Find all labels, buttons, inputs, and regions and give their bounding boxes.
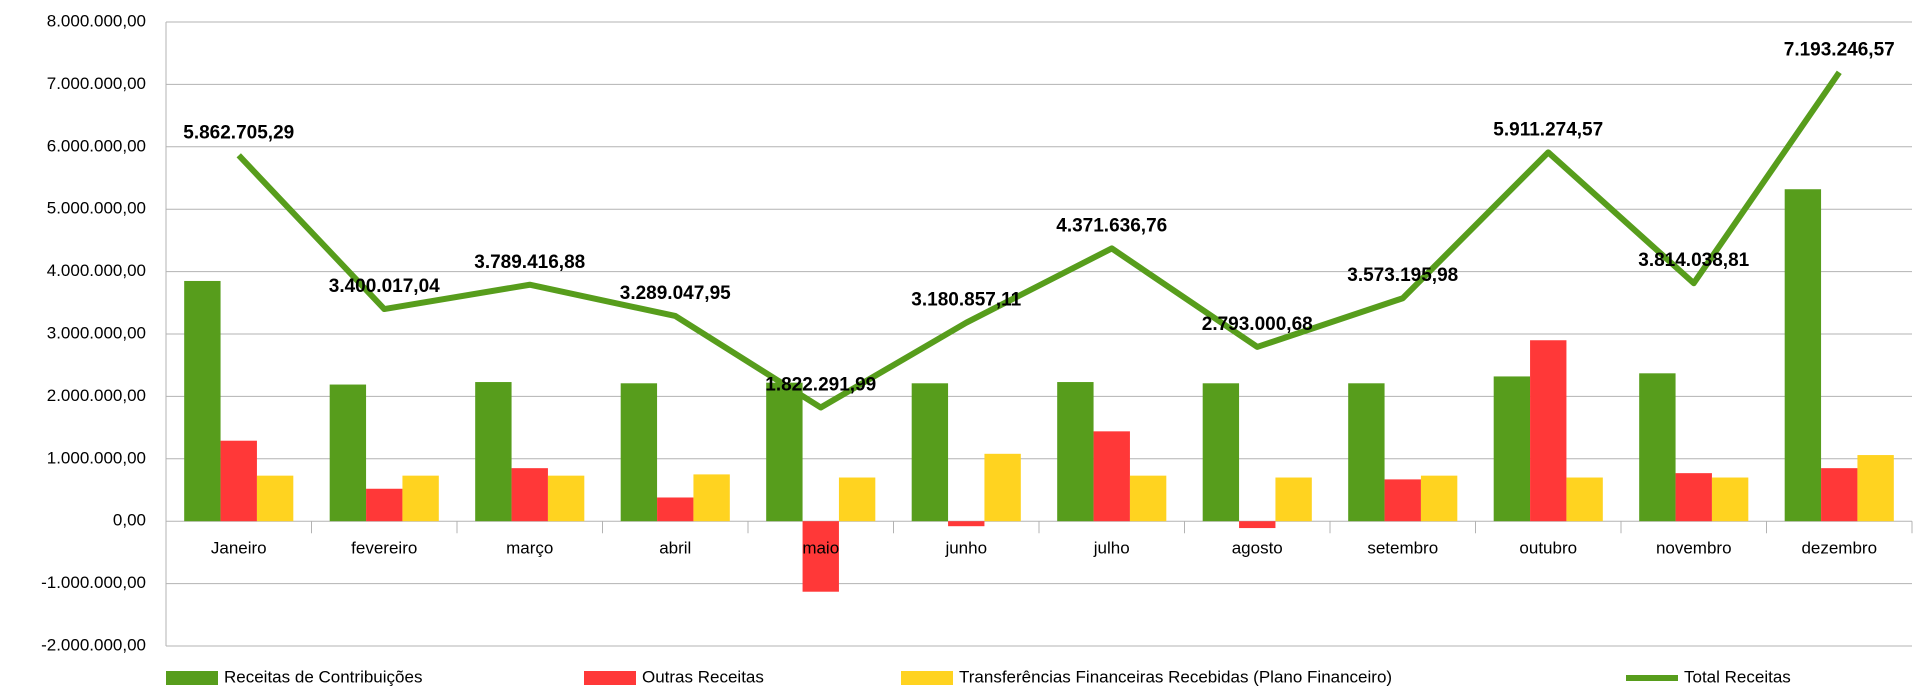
y-tick-label: 0,00 [113,511,146,530]
data-label: 7.193.246,57 [1784,39,1895,60]
data-label: 5.862.705,29 [183,122,294,143]
legend-swatch [166,671,218,685]
bar [256,475,294,522]
bar [511,468,548,522]
x-tick-label: dezembro [1801,539,1877,558]
bar [1784,189,1822,522]
bar [838,477,876,522]
bar [366,488,403,522]
bar [1129,475,1167,522]
data-label: 3.289.047,95 [620,283,731,304]
x-tick-label: setembro [1367,539,1438,558]
bar [693,474,730,522]
bar [1857,455,1894,522]
bar [1420,475,1458,522]
legend-label: Outras Receitas [642,667,764,686]
bar [1093,431,1130,522]
bar [657,497,694,522]
y-tick-label: 4.000.000,00 [47,261,146,280]
data-label: 3.180.857,11 [911,290,1021,311]
bar [184,280,221,522]
y-tick-label: 5.000.000,00 [47,199,146,218]
x-tick-label: abril [659,539,691,558]
legend-swatch [901,671,953,685]
y-tick-label: 7.000.000,00 [47,74,146,93]
y-tick-label: 2.000.000,00 [47,386,146,405]
data-label: 5.911.274,57 [1493,119,1603,140]
y-tick-label: 8.000.000,00 [47,11,146,30]
y-tick-label: -1.000.000,00 [41,573,146,592]
y-tick-label: -2.000.000,00 [41,635,146,654]
x-tick-label: Janeiro [211,539,267,558]
bar [329,384,367,522]
data-label: 2.793.000,68 [1202,314,1313,335]
data-label: 3.789.416,88 [474,252,585,273]
bar [1384,479,1421,522]
x-tick-label: fevereiro [351,539,417,558]
data-label: 3.400.017,04 [329,276,440,297]
data-label: 3.814.038,81 [1638,250,1749,271]
line-series [236,70,1842,411]
x-tick-label: julho [1093,539,1130,558]
y-tick-label: 3.000.000,00 [47,323,146,342]
data-label: 1.822.291,99 [765,375,876,396]
bar [1821,468,1858,522]
x-tick-label: maio [802,539,839,558]
bar [1275,477,1312,522]
bar [1566,477,1603,522]
bar [1675,473,1712,522]
legend-label: Total Receitas [1684,667,1791,686]
x-tick-label: março [506,539,553,558]
bar [547,475,585,522]
bar [620,383,658,522]
bar [1348,383,1385,522]
x-tick-label: outubro [1519,539,1577,558]
bar [1711,477,1749,522]
y-tick-label: 6.000.000,00 [47,136,146,155]
bar [766,382,803,522]
x-tick-label: junho [944,539,987,558]
bar [1202,383,1240,522]
bar [220,440,257,522]
bar [1530,340,1567,522]
legend-swatch [584,671,636,685]
bar [1493,376,1531,522]
bar [1057,382,1094,522]
bar [948,521,985,527]
legend-label: Transferências Financeiras Recebidas (Pl… [959,667,1392,686]
bar [1639,373,1676,522]
bar [802,521,839,592]
legend-label: Receitas de Contribuições [224,667,422,686]
bar [984,453,1021,522]
data-label: 3.573.195,98 [1347,265,1458,286]
bar [475,382,512,522]
bar [402,475,439,522]
y-tick-label: 1.000.000,00 [47,448,146,467]
x-tick-label: agosto [1232,539,1283,558]
bar [911,383,949,522]
data-label: 4.371.636,76 [1056,215,1167,236]
bar [1239,521,1276,529]
x-tick-label: novembro [1656,539,1732,558]
